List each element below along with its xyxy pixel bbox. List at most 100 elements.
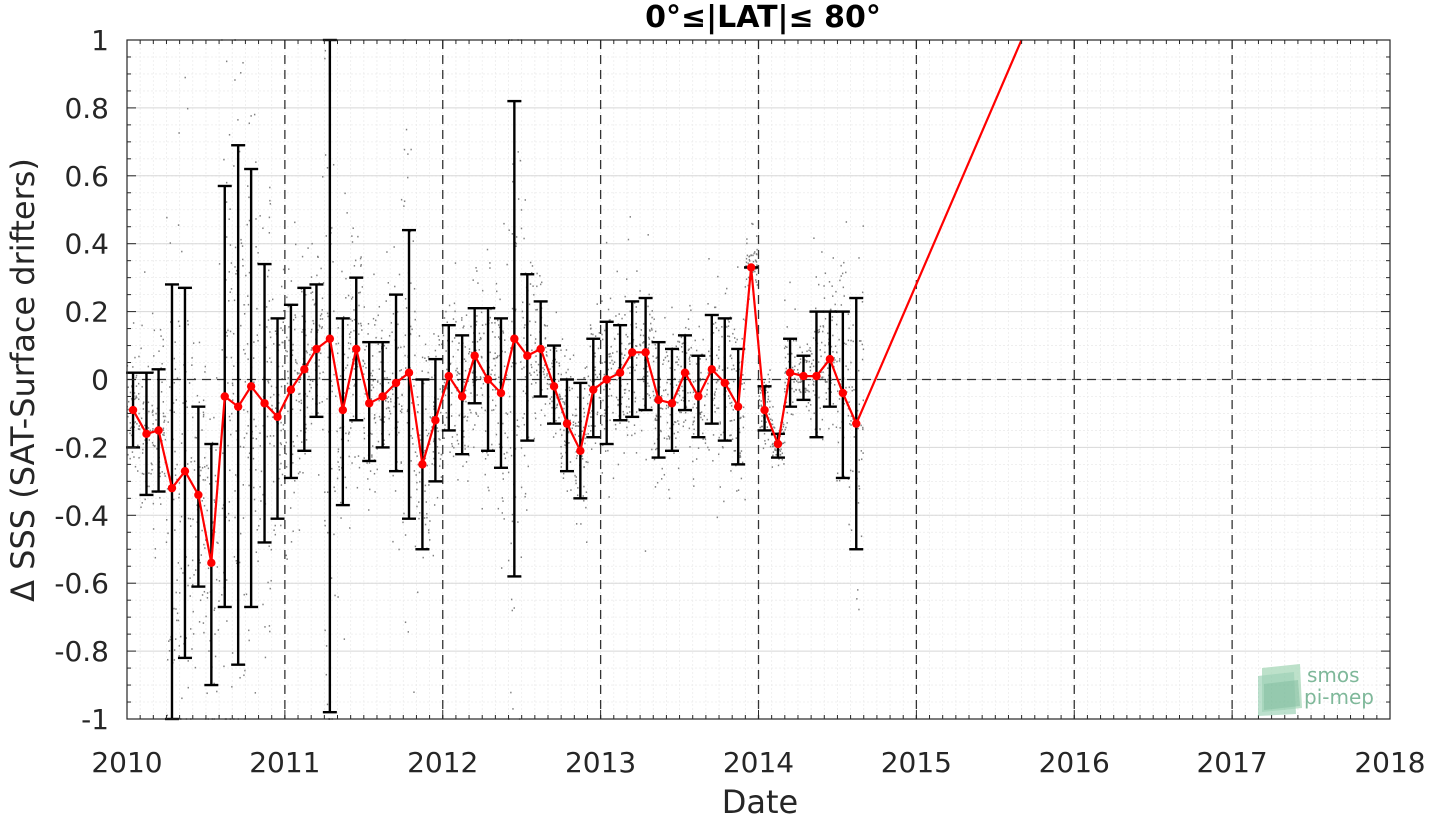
scatter-point: [221, 593, 223, 596]
scatter-point: [634, 400, 636, 403]
scatter-point: [562, 472, 565, 475]
scatter-point: [319, 318, 322, 320]
scatter-point: [688, 427, 691, 430]
scatter-point: [266, 415, 269, 418]
scatter-point: [618, 377, 620, 380]
scatter-point: [546, 373, 548, 375]
scatter-point: [554, 358, 556, 361]
scatter-point: [507, 559, 510, 562]
scatter-point: [712, 332, 715, 334]
scatter-point: [326, 703, 329, 706]
scatter-point: [592, 333, 594, 336]
scatter-point: [666, 355, 669, 357]
scatter-point: [575, 523, 578, 525]
scatter-point: [755, 281, 758, 283]
scatter-point: [199, 561, 201, 564]
scatter-point: [299, 392, 301, 395]
scatter-point: [225, 181, 228, 184]
scatter-point: [731, 368, 733, 371]
scatter-point: [187, 660, 189, 662]
scatter-point: [849, 469, 852, 472]
scatter-point: [527, 465, 529, 468]
scatter-point: [324, 57, 326, 60]
scatter-point: [729, 434, 731, 437]
scatter-point: [755, 268, 757, 270]
scatter-point: [617, 463, 620, 466]
scatter-point: [653, 458, 656, 461]
scatter-point: [446, 368, 448, 371]
scatter-point: [681, 351, 684, 353]
scatter-point: [562, 401, 564, 403]
scatter-point: [590, 424, 593, 427]
scatter-point: [749, 260, 751, 262]
scatter-point: [437, 398, 439, 400]
scatter-point: [491, 322, 493, 324]
scatter-point: [533, 437, 536, 440]
scatter-point: [501, 512, 504, 514]
scatter-point: [178, 496, 180, 499]
scatter-point: [740, 477, 743, 480]
scatter-point: [843, 475, 846, 478]
scatter-point: [178, 325, 181, 327]
scatter-point: [207, 467, 210, 470]
scatter-point: [671, 306, 673, 309]
scatter-point: [201, 529, 203, 532]
scatter-point: [334, 490, 336, 493]
scatter-point: [423, 517, 426, 519]
scatter-point: [262, 603, 264, 606]
scatter-point: [202, 415, 205, 418]
scatter-point: [822, 326, 825, 328]
scatter-point: [371, 384, 373, 386]
scatter-point: [235, 430, 237, 432]
scatter-point: [694, 380, 697, 382]
scatter-point: [842, 286, 845, 289]
scatter-point: [394, 285, 396, 288]
scatter-point: [379, 418, 382, 421]
scatter-point: [411, 437, 414, 439]
scatter-point: [412, 428, 414, 430]
scatter-point: [410, 496, 412, 499]
scatter-point: [502, 422, 504, 425]
scatter-point: [544, 403, 547, 405]
scatter-point: [820, 371, 822, 374]
scatter-point: [582, 426, 585, 429]
scatter-point: [642, 334, 645, 337]
scatter-point: [443, 317, 446, 319]
scatter-point: [383, 421, 385, 423]
mean-point: [431, 416, 440, 425]
scatter-point: [180, 442, 183, 444]
scatter-point: [583, 387, 586, 390]
scatter-point: [679, 378, 681, 381]
scatter-point: [535, 361, 537, 363]
scatter-point: [821, 341, 823, 344]
scatter-point: [785, 367, 788, 370]
scatter-point: [211, 529, 214, 532]
scatter-point: [313, 303, 316, 306]
scatter-point: [812, 359, 815, 361]
scatter-point: [152, 528, 155, 530]
scatter-point: [175, 638, 177, 640]
scatter-point: [742, 318, 745, 321]
scatter-point: [129, 391, 132, 394]
scatter-point: [169, 242, 172, 244]
mean-point: [483, 375, 493, 384]
scatter-point: [282, 341, 284, 344]
scatter-point: [732, 364, 735, 367]
scatter-point: [531, 272, 533, 274]
scatter-point: [585, 433, 587, 436]
scatter-point: [477, 282, 479, 284]
scatter-point: [785, 426, 787, 429]
scatter-point: [228, 300, 230, 302]
scatter-point: [654, 427, 657, 430]
scatter-point: [668, 497, 671, 500]
scatter-point: [350, 331, 352, 333]
scatter-point: [727, 318, 729, 321]
scatter-point: [862, 452, 864, 454]
scatter-point: [683, 400, 685, 402]
scatter-point: [292, 343, 294, 346]
scatter-point: [581, 455, 583, 457]
scatter-point: [413, 385, 415, 387]
scatter-point: [555, 419, 557, 422]
scatter-point: [292, 462, 294, 464]
scatter-point: [234, 490, 236, 492]
